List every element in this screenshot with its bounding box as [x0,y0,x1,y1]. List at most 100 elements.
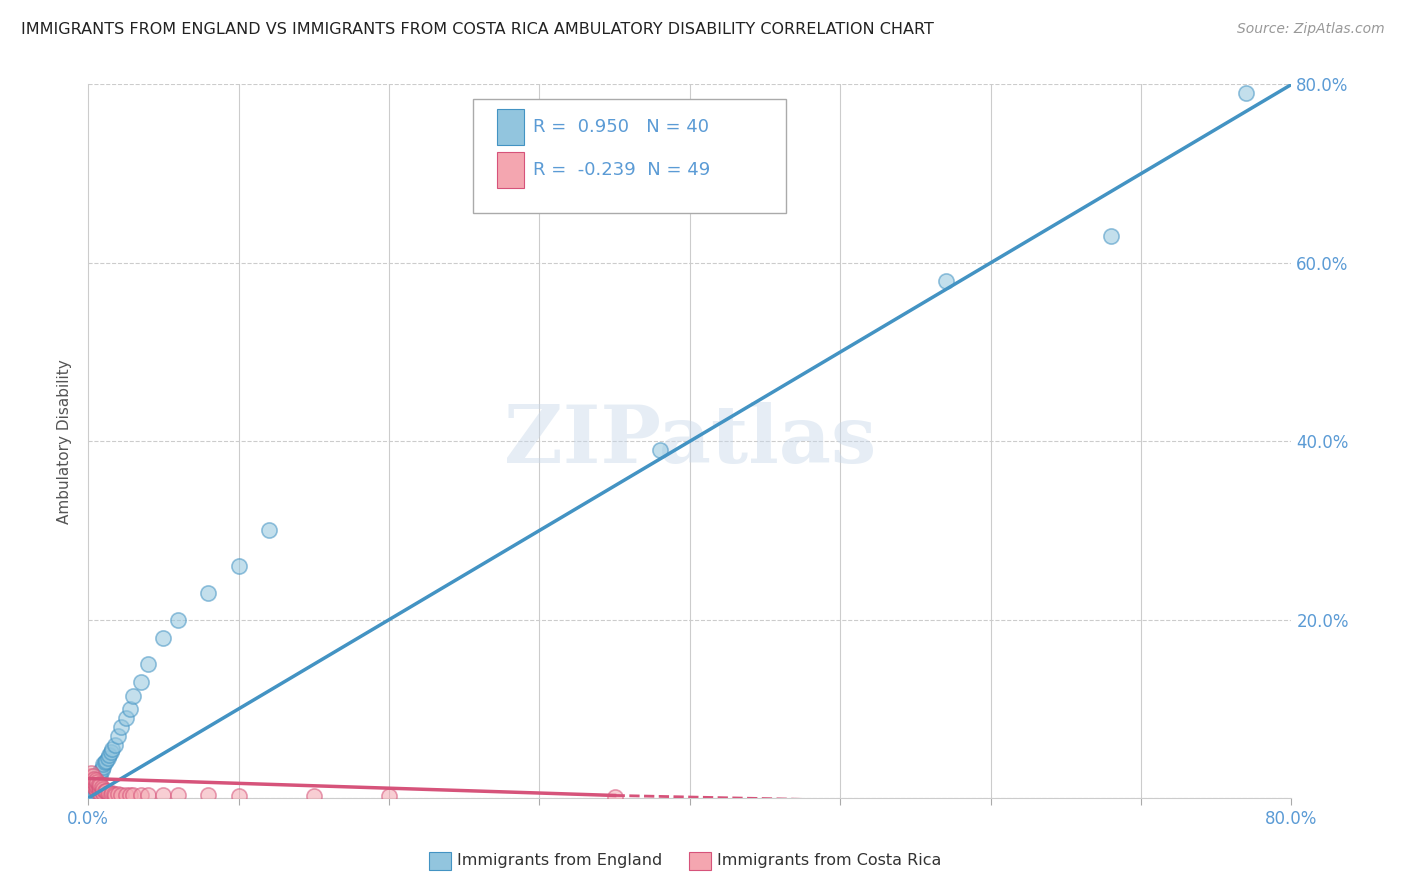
Point [120,789,142,803]
Point [197,789,219,803]
Point [96,784,118,798]
Text: R =  0.950   N = 40: R = 0.950 N = 40 [533,119,710,136]
Point [84,778,107,792]
Point [648,443,671,458]
Point [86,775,108,789]
Point [101,742,124,756]
Point [257,524,280,538]
Point [122,789,145,803]
Point [152,631,174,645]
Point [83,777,105,791]
Point [152,789,174,803]
Point [136,657,159,672]
Point [96,754,118,768]
Point [129,675,152,690]
Point [86,784,108,798]
Text: R =  -0.239  N = 49: R = -0.239 N = 49 [533,161,710,179]
Point [80,772,103,786]
Point [110,788,132,802]
Point [89,764,111,779]
Point [79,773,101,788]
Point [86,780,108,795]
Point [1099,229,1122,244]
Point [80,775,103,789]
Point [87,766,110,780]
Point [136,788,159,802]
Point [91,786,114,800]
Bar [498,153,524,188]
Point [122,689,145,703]
Point [82,769,104,783]
Point [79,769,101,783]
Point [86,773,108,788]
Point [228,559,250,574]
Text: Source: ZipAtlas.com: Source: ZipAtlas.com [1237,22,1385,37]
Point [91,757,114,772]
Point [90,784,112,798]
Point [89,786,111,800]
Point [104,788,127,802]
Point [97,786,120,800]
Point [107,729,129,743]
Point [89,769,111,783]
Point [104,738,127,752]
Point [90,763,112,777]
Point [378,789,401,804]
Point [100,787,122,801]
Point [101,786,124,800]
FancyBboxPatch shape [474,99,786,213]
Point [87,777,110,791]
Point [89,778,111,792]
Point [603,790,626,805]
Text: ZIPatlas: ZIPatlas [503,402,876,480]
Point [114,788,136,802]
Point [80,766,103,780]
Point [83,779,105,793]
Point [79,786,101,800]
Point [97,751,120,765]
Point [167,789,190,803]
Point [197,586,219,600]
Point [82,782,104,797]
Point [87,769,110,783]
Point [934,274,956,288]
Point [83,775,105,789]
Point [302,789,325,804]
Point [93,756,115,770]
Point [107,787,129,801]
Point [228,789,250,804]
Point [80,784,103,798]
Point [84,773,107,788]
Point [100,745,122,759]
Point [167,613,190,627]
Point [82,778,104,792]
Point [83,772,105,786]
Point [86,772,108,786]
Point [90,780,112,795]
Point [1234,87,1257,101]
Point [120,702,142,716]
Point [83,780,105,795]
Bar [498,110,524,145]
Point [84,782,107,797]
Text: IMMIGRANTS FROM ENGLAND VS IMMIGRANTS FROM COSTA RICA AMBULATORY DISABILITY CORR: IMMIGRANTS FROM ENGLAND VS IMMIGRANTS FR… [21,22,934,37]
Point [93,784,115,798]
Y-axis label: Ambulatory Disability: Ambulatory Disability [58,359,72,524]
Point [84,775,107,789]
Point [89,782,111,797]
Point [87,784,110,798]
Point [98,748,121,763]
Point [129,789,152,803]
Point [114,711,136,725]
Point [110,720,132,734]
Point [91,760,114,774]
Text: Immigrants from England: Immigrants from England [457,854,662,868]
Point [87,780,110,795]
Point [82,773,104,788]
Point [103,787,125,801]
Point [91,782,114,797]
Point [82,780,104,795]
Point [84,778,107,792]
Point [98,786,121,800]
Text: Immigrants from Costa Rica: Immigrants from Costa Rica [717,854,942,868]
